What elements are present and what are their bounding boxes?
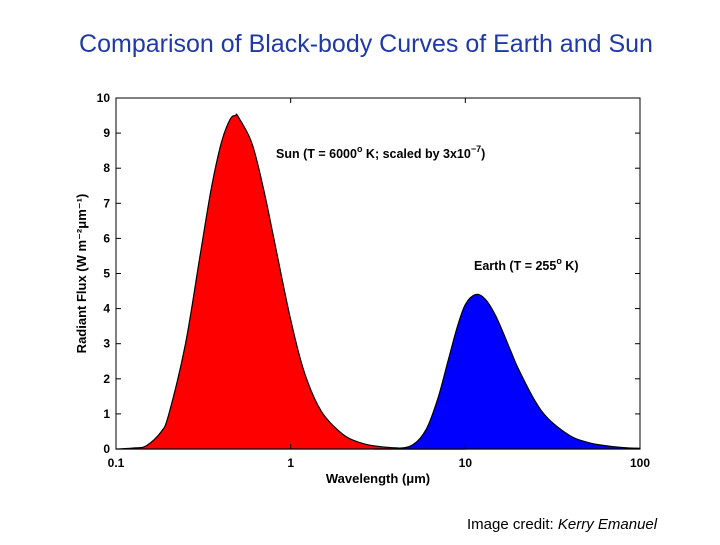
series-areas [115,113,641,450]
series-area-0 [115,113,466,450]
slide-title: Comparison of Black-body Curves of Earth… [79,30,653,58]
tick-labels: 0 1 2 3 4 5 6 7 8 9 10 0.1 1 10 100 [97,91,651,470]
credit-name: Kerry Emanuel [557,516,658,533]
credit-prefix: Image credit: [467,516,558,533]
y-tick-label: 0 [103,442,110,456]
series-area-1 [373,293,641,450]
y-tick-label: 8 [103,161,110,175]
axis-ticks [115,97,641,450]
y-tick-label: 4 [103,302,110,316]
y-tick-label: 9 [103,126,110,140]
series-label-1: Earth (T = 255o K) [474,256,579,273]
y-tick-label: 1 [103,407,110,421]
y-tick-label: 2 [103,372,110,386]
x-tick-label: 10 [459,456,473,470]
y-tick-label: 5 [103,267,110,281]
y-tick-label: 7 [103,196,110,210]
x-tick-label: 1 [287,456,294,470]
x-tick-label: 0.1 [108,456,125,470]
x-tick-label: 100 [630,456,650,470]
y-tick-label: 6 [103,231,110,245]
y-tick-label: 3 [103,337,110,351]
series-labels: Sun (T = 6000o K; scaled by 3x10−7) Earth… [276,144,579,273]
y-axis-label: Radiant Flux (W m⁻²μm⁻¹) [74,194,89,354]
image-credit: Image credit: Kerry Emanuel [467,516,657,533]
series-label-0: Sun (T = 6000o K; scaled by 3x10−7) [276,144,485,161]
y-tick-label: 10 [97,91,111,105]
x-axis-label: Wavelength (μm) [326,471,430,486]
